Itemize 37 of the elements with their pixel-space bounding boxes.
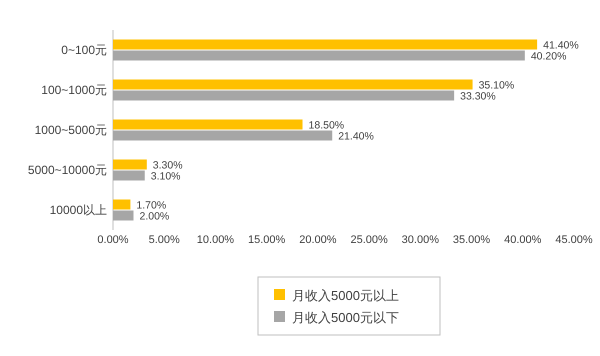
bar — [113, 210, 134, 220]
x-tick-label: 30.00% — [402, 234, 440, 246]
bar — [113, 40, 538, 50]
bar — [113, 160, 147, 170]
x-tick-label: 25.00% — [350, 234, 388, 246]
y-tick-label: 100~1000元 — [41, 83, 107, 97]
data-label: 18.50% — [308, 120, 344, 132]
x-tick-label: 5.00% — [148, 234, 180, 246]
y-tick-label: 10000以上 — [50, 203, 107, 217]
x-tick-label: 10.00% — [196, 234, 234, 246]
data-label: 3.10% — [150, 170, 181, 182]
data-label: 1.70% — [136, 200, 166, 212]
x-tick-label: 40.00% — [504, 234, 542, 246]
data-label: 33.30% — [460, 90, 496, 102]
y-tick-label: 1000~5000元 — [34, 123, 107, 137]
x-tick-label: 35.00% — [452, 234, 490, 246]
bar — [113, 50, 525, 60]
data-label: 3.30% — [152, 160, 183, 172]
data-label: 35.10% — [478, 80, 514, 92]
data-label: 41.40% — [543, 40, 579, 52]
bar — [113, 120, 303, 130]
y-tick-label: 0~100元 — [61, 43, 107, 57]
legend-label: 月收入5000元以下 — [292, 310, 399, 325]
bar — [113, 170, 145, 180]
data-label: 2.00% — [139, 210, 170, 222]
bar — [113, 90, 454, 100]
legend-label: 月收入5000元以上 — [292, 288, 399, 303]
bar — [113, 130, 332, 140]
data-label: 40.20% — [530, 50, 566, 62]
bar — [113, 200, 130, 210]
x-tick-label: 45.00% — [555, 234, 593, 246]
x-tick-label: 0.00% — [97, 234, 129, 246]
x-tick-label: 20.00% — [299, 234, 337, 246]
x-tick-label: 15.00% — [248, 234, 286, 246]
bar — [113, 80, 473, 90]
data-label: 21.40% — [338, 130, 374, 142]
y-tick-label: 5000~10000元 — [28, 163, 107, 177]
